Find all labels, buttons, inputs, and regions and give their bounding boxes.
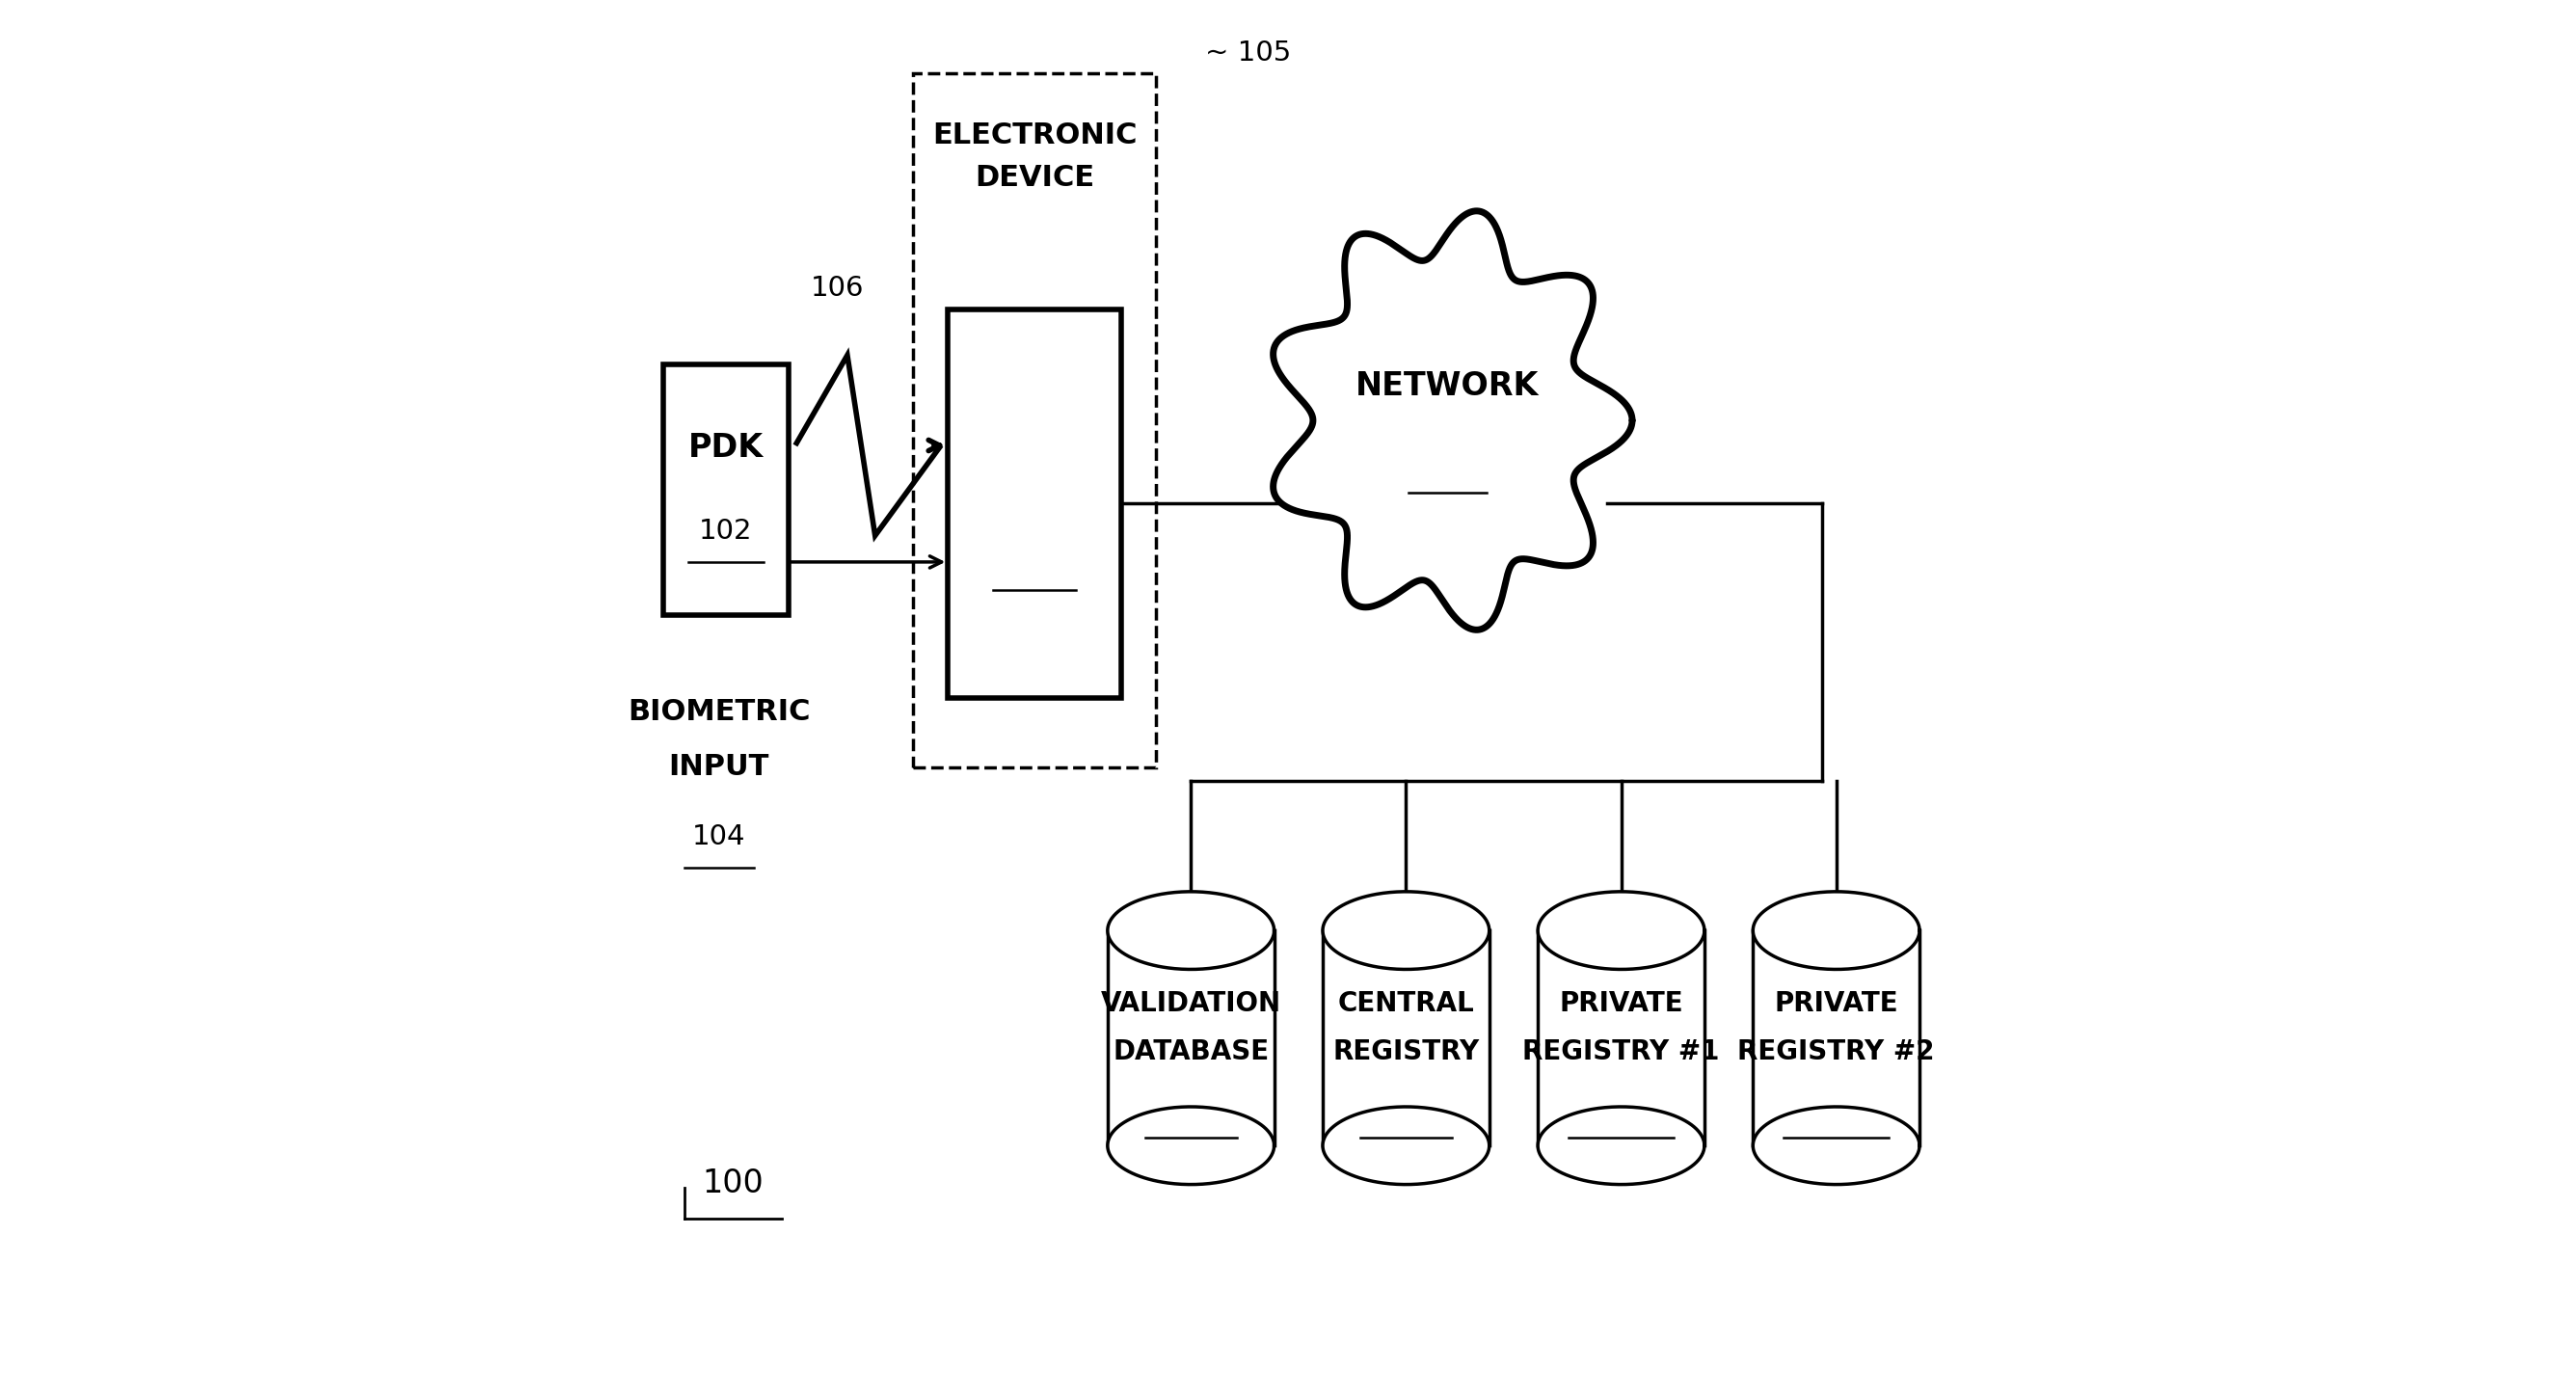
Polygon shape: [1538, 892, 1705, 969]
Text: REGISTRY #2: REGISTRY #2: [1739, 1039, 1935, 1065]
Text: 114: 114: [1381, 1094, 1432, 1121]
Polygon shape: [1321, 1107, 1489, 1184]
Text: PRIVATE: PRIVATE: [1775, 990, 1899, 1016]
Text: NETWORK: NETWORK: [1355, 370, 1540, 402]
Polygon shape: [1108, 892, 1275, 969]
Text: ~ 105: ~ 105: [1206, 39, 1291, 66]
Text: CENTRAL: CENTRAL: [1337, 990, 1473, 1016]
Text: ELECTRONIC: ELECTRONIC: [933, 121, 1136, 149]
Polygon shape: [1538, 1107, 1705, 1184]
Text: 116a: 116a: [1587, 1094, 1654, 1121]
Text: READER: READER: [961, 433, 1108, 463]
Text: PRIVATE: PRIVATE: [1558, 990, 1682, 1016]
FancyBboxPatch shape: [1108, 931, 1275, 1146]
Text: DEVICE: DEVICE: [974, 163, 1095, 191]
Text: 110: 110: [1422, 448, 1473, 476]
Text: INPUT: INPUT: [670, 754, 770, 782]
Text: DATABASE: DATABASE: [1113, 1039, 1270, 1065]
FancyBboxPatch shape: [665, 364, 788, 614]
FancyBboxPatch shape: [948, 310, 1121, 698]
Text: 100: 100: [703, 1168, 762, 1199]
Text: 106: 106: [811, 275, 863, 302]
Text: 108: 108: [1007, 546, 1061, 572]
Polygon shape: [1752, 892, 1919, 969]
FancyBboxPatch shape: [1752, 931, 1919, 1146]
Text: 104: 104: [693, 824, 744, 850]
Polygon shape: [1752, 1107, 1919, 1184]
Text: BIOMETRIC: BIOMETRIC: [629, 698, 811, 726]
Text: 116b: 116b: [1803, 1094, 1870, 1121]
Text: PDK: PDK: [688, 433, 762, 463]
Text: REGISTRY #1: REGISTRY #1: [1522, 1039, 1721, 1065]
Text: REGISTRY: REGISTRY: [1332, 1039, 1479, 1065]
Text: 112: 112: [1164, 1094, 1216, 1121]
Text: 102: 102: [698, 518, 752, 544]
Polygon shape: [1273, 211, 1633, 630]
FancyBboxPatch shape: [1321, 931, 1489, 1146]
Polygon shape: [1108, 1107, 1275, 1184]
Text: VALIDATION: VALIDATION: [1100, 990, 1280, 1016]
Polygon shape: [1321, 892, 1489, 969]
FancyBboxPatch shape: [1538, 931, 1705, 1146]
